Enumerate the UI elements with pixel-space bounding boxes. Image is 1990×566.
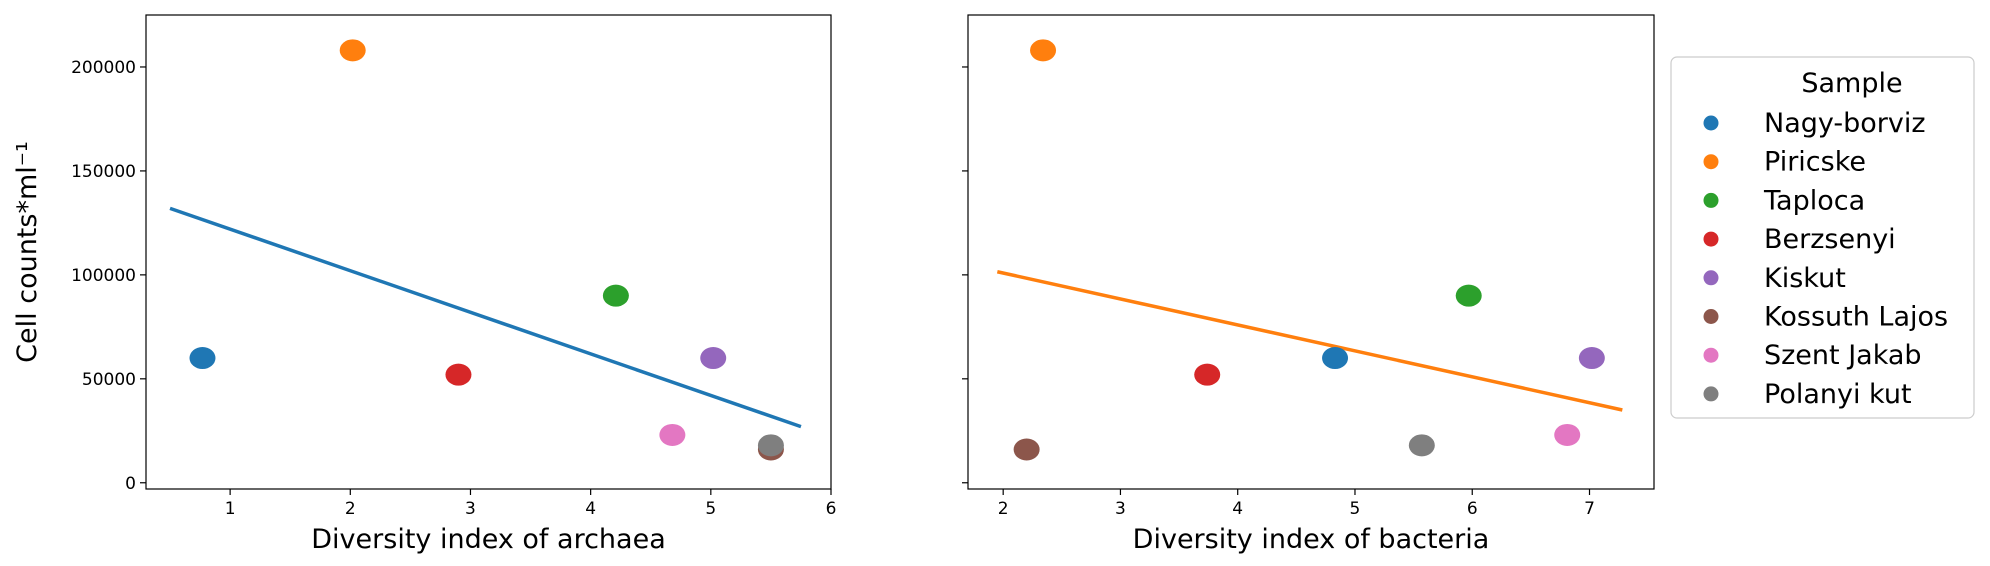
data-point	[1194, 363, 1221, 386]
legend-marker	[1703, 115, 1719, 131]
x-tick-label: 2	[998, 499, 1009, 519]
x-tick-label: 2	[345, 499, 356, 519]
data-point	[757, 434, 784, 457]
x-tick-label: 7	[1584, 499, 1595, 519]
legend-title: Sample	[1801, 68, 1902, 99]
x-tick-label: 4	[1232, 499, 1243, 519]
data-point	[1455, 284, 1482, 307]
plot-frame	[145, 14, 832, 490]
legend-marker	[1703, 309, 1719, 324]
bacteria-panel: 2 3 4 5 6 7 Diversity index of bacteria	[962, 14, 1655, 555]
legend: Sample Nagy-borviz Piricske Taploca Berzseny…	[1670, 56, 1975, 419]
legend-label: Nagy-borviz	[1764, 108, 1926, 139]
y-tick-label: 0	[125, 474, 136, 494]
trend-line	[996, 270, 1623, 412]
data-point	[1322, 347, 1349, 370]
data-point	[602, 284, 629, 307]
y-tick-label: 50000	[82, 370, 136, 390]
plot-frame	[967, 14, 1655, 490]
legend-box	[1670, 56, 1975, 419]
x-tick-label: 6	[826, 499, 837, 519]
data-point	[700, 347, 727, 370]
y-tick-label: 150000	[71, 162, 136, 182]
legend-marker	[1703, 231, 1719, 247]
x-tick-label: 5	[1350, 499, 1361, 519]
data-point	[1013, 438, 1040, 461]
legend-label: Kiskut	[1764, 263, 1846, 294]
legend-label: Taploca	[1763, 185, 1865, 216]
data-point	[445, 363, 472, 386]
trend-line	[169, 206, 802, 429]
data-point	[1578, 347, 1605, 370]
legend-marker	[1703, 347, 1719, 363]
data-point	[1408, 434, 1435, 457]
data-point	[1554, 423, 1581, 446]
legend-label: Piricske	[1764, 147, 1866, 178]
legend-marker	[1703, 192, 1719, 208]
data-point	[339, 39, 366, 62]
data-point	[1030, 39, 1057, 62]
x-axis-label: Diversity index of bacteria	[1133, 524, 1490, 555]
y-tick-label: 200000	[71, 58, 136, 78]
legend-label: Szent Jakab	[1764, 340, 1922, 371]
legend-label: Polanyi kut	[1764, 379, 1912, 410]
legend-label: Berzsenyi	[1764, 224, 1896, 255]
x-axis-label: Diversity index of archaea	[311, 524, 665, 555]
x-tick-label: 5	[705, 499, 716, 519]
legend-marker	[1703, 270, 1719, 286]
data-point	[189, 347, 216, 370]
legend-marker	[1703, 386, 1719, 402]
legend-label: Kossuth Lajos	[1764, 302, 1948, 333]
x-tick-label: 4	[585, 499, 596, 519]
y-axis-label: Cell counts*ml⁻¹	[12, 141, 43, 363]
data-point	[659, 423, 686, 446]
legend-marker	[1703, 154, 1719, 170]
archaea-panel: 1 2 3 4 5 6 0 50000 100000 150000 200000 Diversity …	[12, 14, 837, 555]
x-tick-label: 3	[465, 499, 476, 519]
x-tick-label: 3	[1115, 499, 1126, 519]
y-tick-label: 100000	[71, 266, 136, 286]
x-tick-label: 1	[225, 499, 236, 519]
x-tick-label: 6	[1467, 499, 1478, 519]
